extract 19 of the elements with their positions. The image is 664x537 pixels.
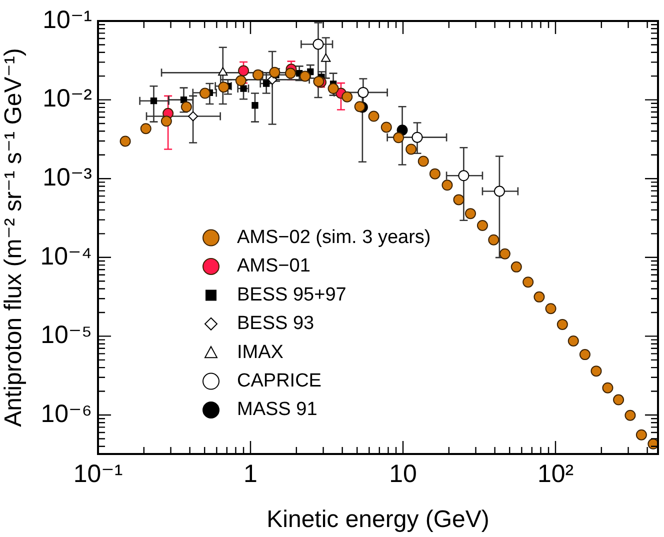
legend-label: MASS 91 xyxy=(237,399,318,420)
legend-label: BESS 95+97 xyxy=(237,284,346,306)
y-tick-label: 10⁻⁶ xyxy=(40,400,92,428)
y-tick-label: 10⁻⁵ xyxy=(40,321,92,350)
y-tick-label: 10⁻⁴ xyxy=(40,242,92,270)
y-axis-title: Antiproton flux (m⁻² sr⁻¹ s⁻¹ GeV⁻¹) xyxy=(0,48,28,427)
legend-label: AMS−02 (sim. 3 years) xyxy=(237,227,431,248)
legend-label: CAPRICE xyxy=(237,370,322,392)
legend-label: AMS−01 xyxy=(237,256,310,277)
y-tick-label: 10⁻² xyxy=(42,84,92,113)
x-tick-label: 10 xyxy=(389,460,417,488)
y-tick-label: 10⁻³ xyxy=(42,163,92,192)
y-tick-label: 10⁻¹ xyxy=(42,6,92,34)
x-tick-label: 10² xyxy=(537,460,574,488)
x-axis-title: Kinetic energy (GeV) xyxy=(266,506,490,534)
legend-label: BESS 93 xyxy=(237,313,314,334)
legend-label: IMAX xyxy=(237,342,284,363)
x-tick-label: 1 xyxy=(244,460,258,488)
x-tick-label: 10⁻¹ xyxy=(73,460,123,488)
